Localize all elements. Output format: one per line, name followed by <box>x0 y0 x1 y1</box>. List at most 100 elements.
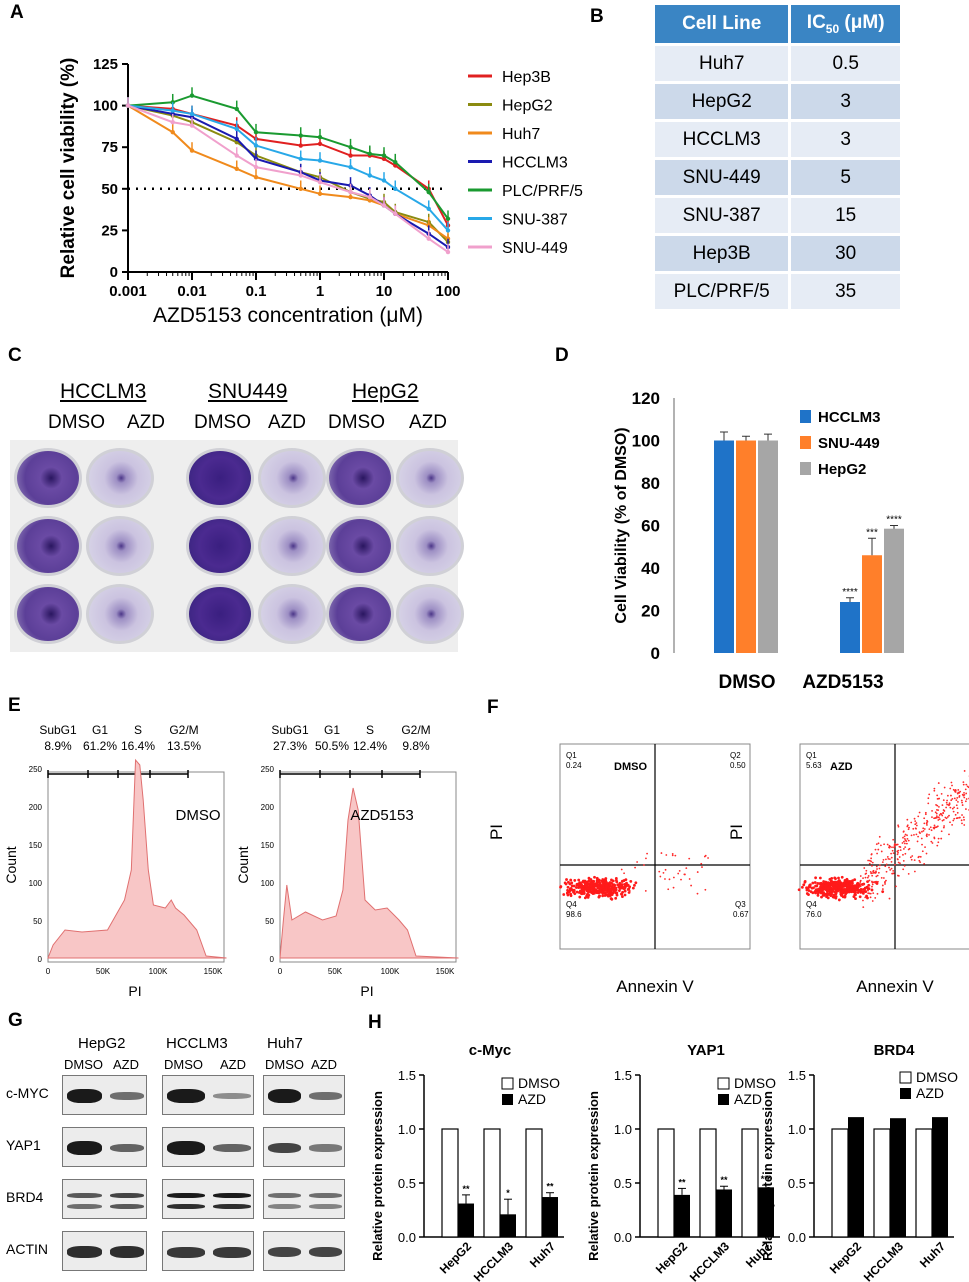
event-dot <box>880 877 883 879</box>
event-dot <box>832 895 836 899</box>
event-dot <box>898 856 901 858</box>
event-dot <box>905 840 908 843</box>
event-dot <box>942 812 945 815</box>
event-dot <box>862 883 865 886</box>
event-dot <box>668 878 671 881</box>
event-dot <box>828 885 832 889</box>
x-axis-label: Annexin V <box>616 977 694 996</box>
event-dot <box>559 885 562 889</box>
event-dot <box>897 824 900 827</box>
event-dot <box>896 853 899 856</box>
sample-label: AZD <box>830 761 853 773</box>
event-dot <box>960 799 963 802</box>
event-dot <box>851 888 855 892</box>
event-dot <box>865 869 868 872</box>
event-dot <box>946 794 949 797</box>
ic50-table: Cell Line IC50 (μM) Huh7 0.5 HepG2 3 HCCLM3 3… <box>655 2 903 312</box>
event-dot <box>592 886 596 890</box>
blot-band <box>309 1144 342 1152</box>
legend-label: HCCLM3 <box>502 155 568 172</box>
event-dot <box>844 892 848 896</box>
event-dot <box>890 856 893 859</box>
event-dot <box>831 883 835 887</box>
event-dot <box>908 826 910 829</box>
event-dot <box>894 863 896 866</box>
event-dot <box>859 890 863 894</box>
phase-header: G2/M <box>169 723 198 737</box>
event-dot <box>852 895 856 899</box>
data-point <box>445 216 451 221</box>
event-dot <box>601 883 605 887</box>
protein-expression-charts: 0.0 0.5 1.0 1.5 c-Myc Relative protein expres… <box>370 1042 958 1282</box>
event-dot <box>819 887 823 891</box>
event-dot <box>941 819 944 822</box>
event-dot <box>577 883 581 886</box>
y-axis-label: Count <box>235 846 251 883</box>
event-dot <box>869 896 872 899</box>
event-dot <box>940 837 943 840</box>
blot-protein-label: YAP1 <box>6 1137 41 1153</box>
event-dot <box>881 888 884 890</box>
event-dot <box>902 859 905 862</box>
ic50-value: 35 <box>791 274 903 309</box>
x-category-label: HepG2 <box>827 1239 864 1276</box>
event-dot <box>896 843 899 846</box>
event-dot <box>593 891 596 894</box>
panel-label-g: G <box>8 1010 23 1031</box>
event-dot <box>607 892 611 896</box>
event-dot <box>623 893 627 897</box>
x-category-label: HCCLM3 <box>861 1239 906 1282</box>
event-dot <box>623 889 627 893</box>
event-dot <box>864 896 867 899</box>
event-dot <box>593 875 596 879</box>
data-point <box>367 173 373 178</box>
event-dot <box>962 781 965 784</box>
event-dot <box>950 799 953 802</box>
panel-label-h: H <box>368 1012 382 1033</box>
event-dot <box>830 876 834 880</box>
blot-strip <box>263 1231 345 1271</box>
event-dot <box>646 852 648 855</box>
event-dot <box>880 850 883 853</box>
y-tick-label: 200 <box>261 803 275 812</box>
event-dot <box>954 813 957 816</box>
y-tick-label: 100 <box>93 98 118 115</box>
event-dot <box>922 829 925 832</box>
event-dot <box>924 813 927 816</box>
event-dot <box>943 786 946 789</box>
blot-band <box>109 1193 144 1198</box>
colony-condition-label: DMSO <box>194 412 251 433</box>
event-dot <box>937 782 940 784</box>
ic50-row: Hep3B 30 <box>655 236 903 271</box>
blot-band <box>309 1193 342 1198</box>
event-dot <box>885 863 888 866</box>
colony-condition-label: AZD <box>127 412 165 433</box>
event-dot <box>953 817 956 820</box>
event-dot <box>587 893 591 897</box>
event-dot <box>937 819 940 821</box>
event-dot <box>667 888 670 891</box>
event-dot <box>910 858 913 861</box>
x-category-label: Huh7 <box>527 1239 558 1270</box>
event-dot <box>595 881 599 885</box>
event-dot <box>896 850 899 853</box>
event-dot <box>820 890 824 893</box>
event-dot <box>931 810 933 812</box>
panel-label-d: D <box>555 345 569 366</box>
blot-strip <box>162 1179 254 1219</box>
event-dot <box>936 844 939 847</box>
event-dot <box>936 809 938 811</box>
event-dot <box>930 829 933 832</box>
blot-protein-label: BRD4 <box>6 1189 44 1205</box>
blot-band <box>309 1092 342 1100</box>
event-dot <box>800 885 804 889</box>
event-dot <box>929 826 932 829</box>
blot-strip <box>62 1231 147 1271</box>
event-dot <box>881 884 884 887</box>
data-point <box>189 123 195 128</box>
event-dot <box>645 857 647 860</box>
bar-AZD <box>542 1197 558 1237</box>
event-dot <box>565 878 568 881</box>
legend-label: SNU-449 <box>502 240 568 257</box>
event-dot <box>690 884 693 887</box>
